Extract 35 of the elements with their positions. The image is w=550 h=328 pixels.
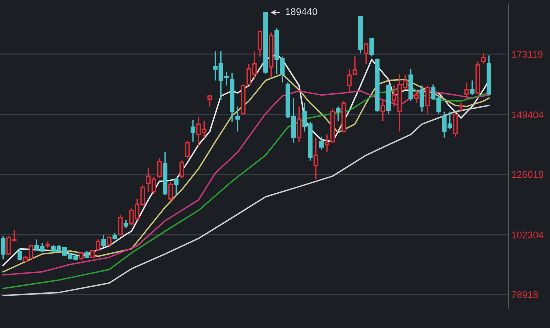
candlestick (297, 106, 302, 143)
candlestick (464, 82, 470, 101)
candlestick (420, 85, 424, 112)
candlestick (180, 160, 184, 180)
candlestick (190, 120, 196, 143)
y-tick-label: 78918 (512, 291, 538, 298)
candlestick (425, 85, 430, 115)
candlestick (336, 106, 341, 122)
candlestick (453, 112, 458, 138)
candlestick (174, 178, 179, 196)
candlestick (314, 137, 318, 180)
candlestick (107, 236, 112, 247)
candlestick (236, 106, 240, 132)
y-tick-label: 126019 (512, 171, 544, 178)
y-tick-label: 102304 (512, 232, 544, 239)
candlestick (157, 158, 162, 180)
candlestick (185, 140, 190, 160)
candlestick (380, 100, 386, 122)
candlestick (324, 134, 330, 154)
candlestick (118, 214, 123, 236)
candlestick (364, 42, 369, 65)
y-tick-label: 173119 (512, 51, 543, 58)
candlestick (102, 234, 106, 248)
annotation: 189440 (286, 8, 318, 16)
candlestick (168, 182, 174, 202)
candlestick (481, 53, 486, 65)
candlestick (408, 68, 414, 102)
candlestick (18, 247, 22, 262)
y-tick-label: 149404 (512, 112, 544, 119)
candlestick (258, 30, 263, 58)
candlestick (370, 37, 374, 58)
candlestick (1, 236, 6, 260)
candlestick (319, 136, 324, 151)
candlestick (414, 90, 419, 104)
candlestick (470, 80, 475, 96)
